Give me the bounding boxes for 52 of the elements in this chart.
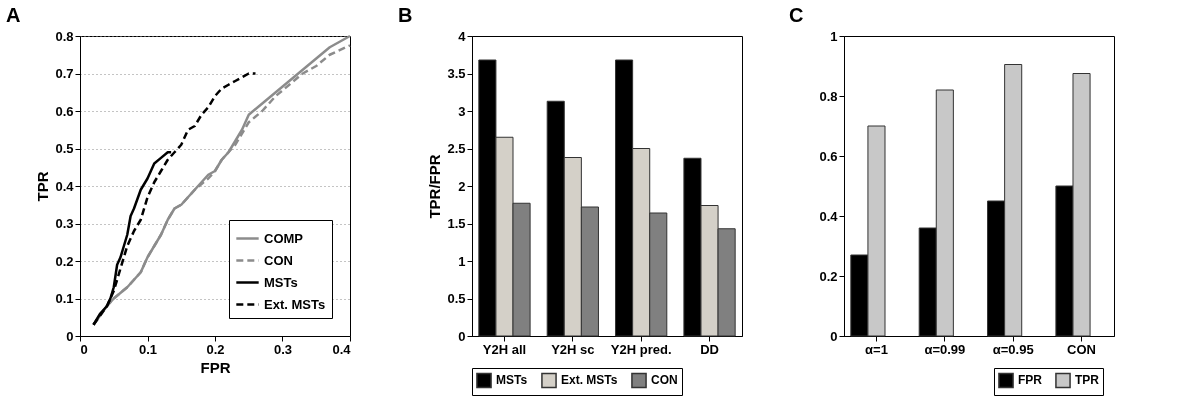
- chart-title: C: [788, 4, 804, 26]
- y-tick-label: 0.5: [55, 141, 74, 156]
- x-tick-label: α=0.95: [992, 341, 1034, 357]
- y-tick-label: 1: [458, 253, 466, 269]
- x-axis-title: FPR: [200, 358, 231, 376]
- y-tick-label: 0.8: [55, 28, 74, 44]
- y-tick-label: 3: [458, 103, 466, 119]
- x-tick-label: 0.3: [273, 341, 293, 357]
- legend-label: FPR: [1018, 373, 1043, 388]
- y-axis-title: TPR: [34, 171, 52, 202]
- y-tick-label: 2: [458, 178, 466, 194]
- x-tick-label: 0.2: [206, 341, 225, 357]
- chart-title: B: [397, 4, 413, 26]
- y-tick-label: 1: [830, 28, 838, 44]
- x-tick-label: α=0.99: [924, 341, 966, 357]
- y-tick-label: 0.6: [819, 148, 838, 164]
- y-tick-label: 0.6: [55, 103, 74, 119]
- y-tick-label: 0: [458, 328, 466, 344]
- x-tick-label: 0: [80, 341, 88, 357]
- x-tick-label: α=1: [865, 341, 888, 357]
- x-tick-label: 0.1: [138, 341, 158, 357]
- legend-label: TPR: [1075, 373, 1100, 388]
- x-tick-label: Y2H all: [482, 341, 527, 357]
- legend-label: MSTs: [264, 274, 298, 290]
- y-tick-label: 2.5: [447, 141, 466, 156]
- y-tick-label: 0.2: [819, 268, 838, 284]
- legend-label: Ext. MSTs: [264, 296, 326, 312]
- x-tick-label: 0.4: [332, 341, 352, 357]
- chart-title: A: [5, 4, 21, 26]
- x-tick-label: Y2H sc: [551, 341, 595, 357]
- y-tick-label: 0.4: [55, 178, 75, 194]
- y-tick-label: 0.1: [55, 291, 74, 306]
- x-tick-label: DD: [700, 341, 719, 357]
- y-tick-label: 0.2: [55, 253, 74, 269]
- y-tick-label: 0: [830, 328, 838, 344]
- y-tick-label: 0.8: [819, 88, 838, 104]
- legend-label: COMP: [264, 230, 304, 246]
- y-tick-label: 0.3: [55, 216, 74, 231]
- y-tick-label: 0.7: [55, 66, 74, 81]
- y-tick-label: 0: [66, 328, 74, 344]
- y-tick-label: 4: [458, 28, 467, 44]
- y-tick-label: 3.5: [447, 66, 466, 81]
- legend-label: CON: [264, 252, 293, 268]
- legend-label: Ext. MSTs: [561, 373, 618, 388]
- x-tick-label: CON: [1067, 341, 1096, 357]
- y-tick-label: 1.5: [447, 216, 466, 231]
- y-axis-title: TPR/FPR: [426, 154, 444, 219]
- legend-label: MSTs: [496, 373, 528, 388]
- x-tick-label: Y2H pred.: [610, 341, 672, 357]
- y-tick-label: 0.5: [447, 291, 466, 306]
- legend-label: CON: [651, 373, 678, 388]
- y-tick-label: 0.4: [819, 208, 839, 224]
